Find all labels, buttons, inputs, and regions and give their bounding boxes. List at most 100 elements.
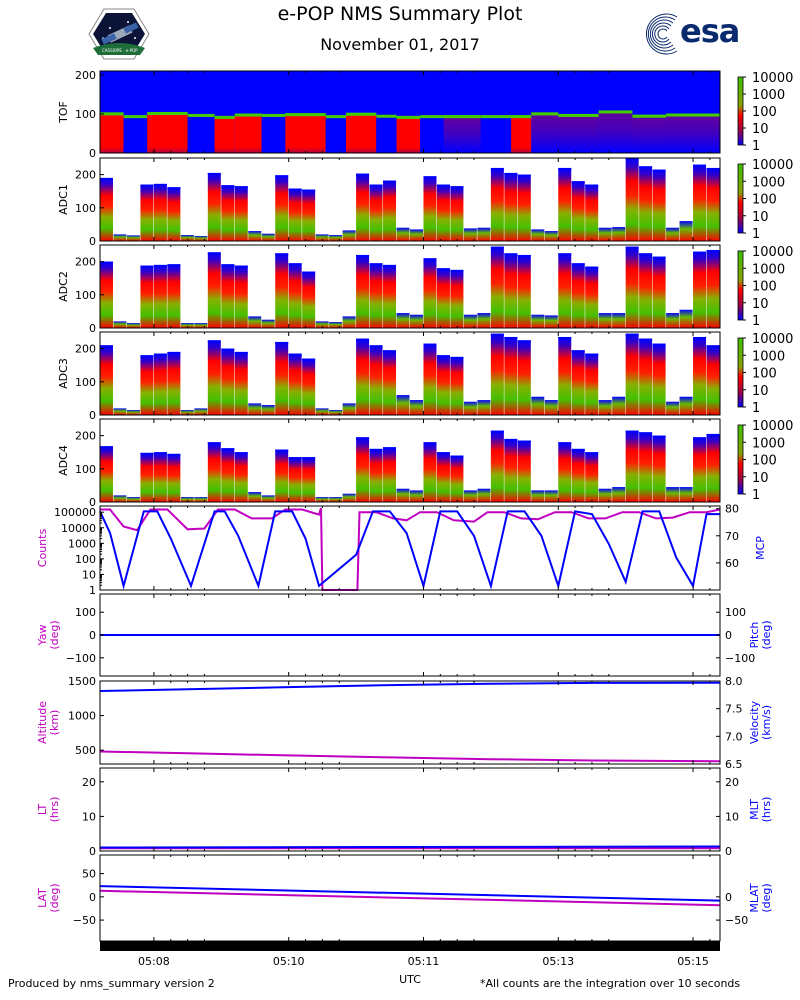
adc4-bar [612, 487, 626, 502]
adc4-bar [329, 497, 343, 502]
tof-segment-edge [345, 112, 377, 116]
tof-segment [531, 112, 559, 153]
colorbar-tick-label: 10 [752, 384, 769, 399]
adc3-bar [180, 410, 194, 415]
adc4-ylabel: ADC4 [57, 445, 70, 476]
adc1-bar-cap [234, 186, 248, 189]
adc4-bar-cap [221, 448, 235, 451]
adc3-bar [544, 400, 558, 415]
colorbar-tick-label: 1 [752, 488, 760, 503]
adc4-bar [571, 448, 585, 502]
tof-segment [187, 113, 215, 153]
tof-segment-edge [531, 112, 559, 116]
adc3-bar [261, 405, 275, 415]
colorbar-1 [737, 163, 744, 234]
adc4-bar-cap [490, 430, 504, 433]
adc4-bar-cap [450, 455, 464, 458]
y-tick-label-right: 0 [725, 891, 732, 904]
adc1-bar [383, 180, 397, 241]
adc3-bar [221, 348, 235, 415]
adc1-bar-cap [356, 173, 370, 176]
tof-segment [285, 113, 326, 153]
adc1-bar [693, 164, 707, 241]
colorbar-tick-label: 1000 [752, 436, 785, 451]
tof-segment-edge [511, 115, 532, 119]
tof-segment [345, 112, 377, 153]
adc3-bar [126, 410, 140, 415]
y-tick-label-right: 7.0 [725, 730, 743, 743]
adc2-bar-cap [504, 253, 518, 256]
colorbar-tick-label: 10 [752, 122, 769, 137]
colorbar-tick-label: 10 [752, 297, 769, 312]
adc1-bar [585, 184, 599, 241]
adc4-bar [315, 497, 329, 502]
adc4-bar [436, 452, 450, 502]
tof-segment-edge [261, 113, 286, 117]
adc1-bar [652, 169, 666, 241]
adc2-bar [153, 264, 167, 328]
adc1-bar-cap [585, 184, 599, 187]
adc4-bar-cap [288, 457, 302, 460]
x-tick-label: 05:11 [408, 955, 440, 968]
colorbar-tick-label: 1000 [752, 349, 785, 364]
counts-ylabel-left: Counts [36, 529, 49, 568]
adc3-frame [99, 331, 721, 416]
adc2-bar-cap [234, 265, 248, 268]
adc3-bar [329, 410, 343, 415]
adc3-bar [248, 403, 262, 415]
adc3-bar [490, 333, 504, 415]
adc2-bar-cap [288, 263, 302, 266]
adc4-bar-cap [153, 452, 167, 455]
y-tick-label: −50 [73, 914, 96, 927]
adc2-bar [571, 263, 585, 328]
adc1-bar [113, 234, 127, 241]
tof-segment-edge [214, 115, 235, 119]
adc3-bar-cap [356, 338, 370, 341]
x-tick-label: 05:13 [542, 955, 574, 968]
y-tick-label: 0 [89, 322, 96, 335]
adc3-bar [342, 403, 356, 415]
tof-segment-edge [147, 112, 188, 115]
adc1-bar-cap [275, 175, 289, 178]
adc3-bar-cap [234, 351, 248, 354]
y-tick-label: 100 [75, 376, 96, 389]
adc4-frame [99, 418, 721, 503]
adc1-bar [625, 158, 639, 241]
y-tick-label: 1000 [68, 537, 96, 550]
adc1-bar [571, 181, 585, 241]
adc1-bar [153, 183, 167, 241]
adc2-bar [248, 316, 262, 328]
y-tick-label-right: 60 [725, 557, 739, 570]
altitude-ylabel-left-line: Altitude [36, 701, 49, 744]
adc3-bar-cap [436, 355, 450, 358]
adc3-bar-cap [652, 343, 666, 346]
adc4-bar [275, 449, 289, 502]
colorbar-tick-label: 1 [752, 227, 760, 242]
adc2-bar-cap [207, 252, 221, 255]
adc2-bar [612, 313, 626, 328]
y-tick-label: 200 [75, 69, 96, 82]
tof-segment [632, 114, 667, 153]
attitude-ylabel-right: Pitch (deg) [748, 620, 773, 649]
adc1-bar [180, 235, 194, 241]
adc4-bar-cap [167, 453, 181, 456]
localtime-ylabel-right-line: (hrs) [760, 797, 773, 823]
y-tick-label: 1000 [68, 710, 96, 723]
adc4-bar [585, 452, 599, 502]
adc1-bar [207, 172, 221, 241]
adc4-bar [140, 452, 154, 502]
y-tick-label: 200 [75, 169, 96, 182]
y-tick-label-right: 70 [725, 530, 739, 543]
colorbar-tick-label: 1000 [752, 175, 785, 190]
y-tick-label: 100 [75, 553, 96, 566]
mission-logo-caption: CASSIOPE · e-POP [102, 48, 138, 53]
adc3-bar-cap [639, 338, 653, 341]
adc1-bar [329, 235, 343, 241]
adc1-bar [477, 227, 491, 241]
tof-segment-edge [325, 115, 346, 119]
y-tick-label: 10 [82, 810, 96, 823]
adc1-bar-cap [167, 187, 181, 190]
counts-ylabel-left-line: Counts [36, 529, 49, 568]
adc4-bar-cap [383, 447, 397, 450]
adc2-bar-cap [153, 264, 167, 267]
